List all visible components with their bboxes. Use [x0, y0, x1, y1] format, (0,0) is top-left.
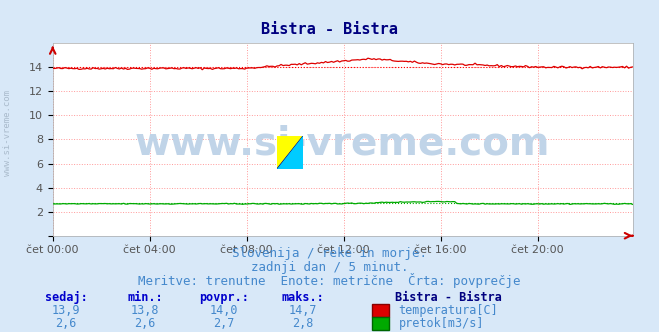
Text: pretok[m3/s]: pretok[m3/s] — [399, 317, 484, 330]
Text: 14,0: 14,0 — [210, 304, 239, 317]
Text: min.:: min.: — [127, 290, 163, 304]
Polygon shape — [277, 136, 303, 169]
Text: povpr.:: povpr.: — [199, 290, 249, 304]
Text: Bistra - Bistra: Bistra - Bistra — [395, 290, 502, 304]
Text: 2,8: 2,8 — [293, 317, 314, 330]
Text: 2,7: 2,7 — [214, 317, 235, 330]
Text: maks.:: maks.: — [282, 290, 324, 304]
Polygon shape — [277, 136, 303, 169]
Text: Bistra - Bistra: Bistra - Bistra — [261, 22, 398, 38]
Text: www.si-vreme.com: www.si-vreme.com — [135, 124, 550, 162]
Text: temperatura[C]: temperatura[C] — [399, 304, 498, 317]
Text: 2,6: 2,6 — [55, 317, 76, 330]
Text: sedaj:: sedaj: — [45, 290, 87, 304]
Text: Meritve: trenutne  Enote: metrične  Črta: povprečje: Meritve: trenutne Enote: metrične Črta: … — [138, 273, 521, 288]
Text: 2,6: 2,6 — [134, 317, 156, 330]
Text: zadnji dan / 5 minut.: zadnji dan / 5 minut. — [251, 261, 408, 274]
Text: 13,8: 13,8 — [130, 304, 159, 317]
Text: Slovenija / reke in morje.: Slovenija / reke in morje. — [232, 247, 427, 261]
Text: 14,7: 14,7 — [289, 304, 318, 317]
Text: 13,9: 13,9 — [51, 304, 80, 317]
Polygon shape — [277, 136, 303, 169]
Text: www.si-vreme.com: www.si-vreme.com — [3, 90, 13, 176]
